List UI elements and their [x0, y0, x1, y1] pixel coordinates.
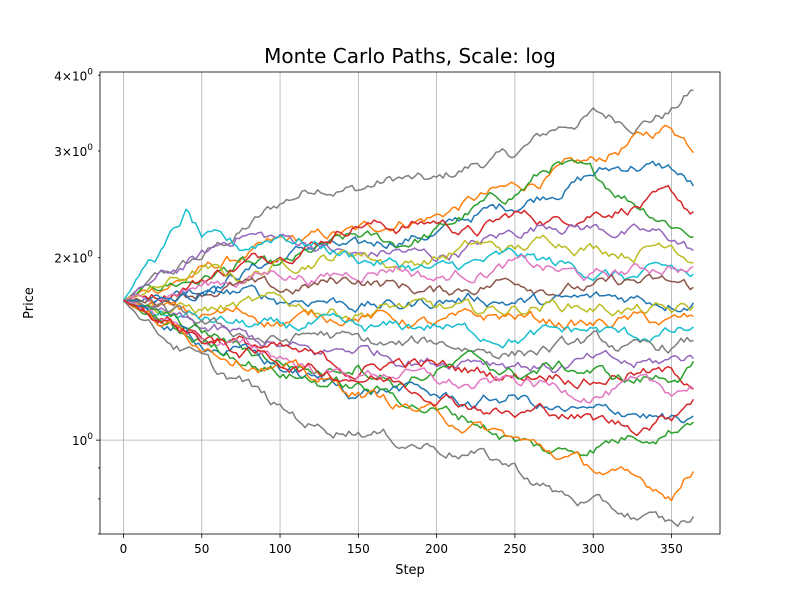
y-tick-label: 2×100 [54, 250, 93, 266]
x-tick-label: 100 [269, 542, 292, 556]
x-axis-label: Step [395, 563, 425, 578]
series-path [123, 234, 694, 302]
series-path [122, 208, 694, 301]
x-tick-label: 350 [660, 542, 683, 556]
series-path [123, 184, 694, 303]
series-path [123, 299, 695, 502]
x-tick-label: 250 [503, 542, 526, 556]
axes-frame [99, 71, 721, 535]
series-path [123, 223, 694, 302]
y-tick-label: 3×100 [54, 143, 93, 159]
series-path [123, 299, 694, 457]
y-axis-label: Price [22, 287, 37, 319]
series-path [123, 254, 694, 304]
y-tick-label: 100 [72, 432, 93, 448]
x-tick-label: 150 [347, 542, 370, 556]
plot-area [122, 89, 695, 527]
series-path [123, 299, 694, 331]
y-tick-label: 4×100 [54, 67, 93, 83]
series-path [123, 124, 694, 302]
series-path [123, 299, 694, 404]
series-path [123, 299, 695, 437]
series-path [122, 299, 695, 527]
chart-title: Monte Carlo Paths, Scale: log [264, 44, 556, 68]
x-tick-label: 50 [194, 542, 209, 556]
x-axis: 0 50 100 150 200 250 300 350 [120, 534, 683, 556]
series-path [123, 299, 694, 374]
x-tick-label: 0 [120, 542, 128, 556]
series-path [123, 291, 694, 321]
series-path [123, 299, 694, 349]
series-path [123, 284, 695, 313]
y-axis: 100 2×100 3×100 4×100 [54, 67, 100, 535]
series-path [123, 273, 694, 308]
series-path [123, 89, 694, 302]
x-tick-label: 300 [582, 542, 605, 556]
series-path [123, 160, 695, 303]
x-tick-label: 200 [425, 542, 448, 556]
series-path [123, 299, 694, 360]
